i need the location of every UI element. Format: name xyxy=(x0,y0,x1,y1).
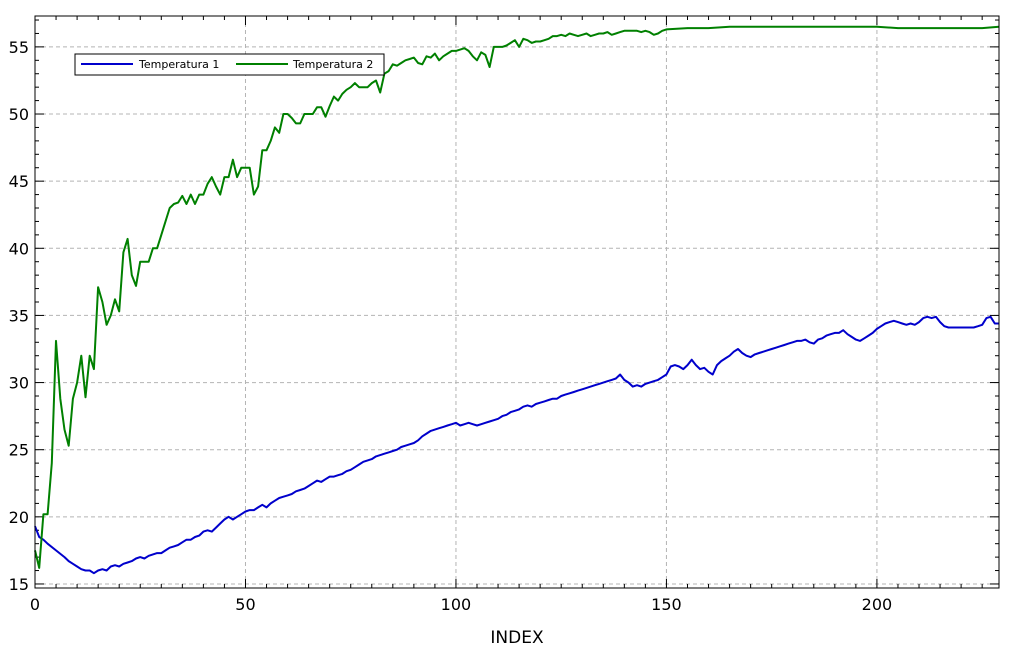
x-tick-label: 0 xyxy=(30,595,40,614)
y-tick-label: 35 xyxy=(9,306,29,325)
grid-lines xyxy=(35,16,999,588)
y-tick-label: 45 xyxy=(9,172,29,191)
y-tick-label: 30 xyxy=(9,374,29,393)
y-tick-label: 25 xyxy=(9,441,29,460)
y-tick-label: 55 xyxy=(9,38,29,57)
y-tick-label: 15 xyxy=(9,575,29,594)
axis-tick-labels: 0 50 100 150 200 15 20 25 30 35 40 45 50 55 xyxy=(9,38,893,614)
x-tick-label: 50 xyxy=(235,595,255,614)
y-tick-label: 50 xyxy=(9,105,29,124)
legend-label-temperatura-2: Temperatura 2 xyxy=(292,58,373,71)
plot-area-frame xyxy=(34,15,1000,589)
axis-ticks xyxy=(34,16,999,588)
series-lines xyxy=(34,25,1000,575)
x-tick-label: 100 xyxy=(441,595,472,614)
y-tick-label: 40 xyxy=(9,239,29,258)
x-tick-label: 200 xyxy=(862,595,893,614)
legend-box xyxy=(74,53,385,76)
x-tick-label: 150 xyxy=(651,595,682,614)
legend: Temperatura 1 Temperatura 2 xyxy=(74,53,385,76)
y-tick-label: 20 xyxy=(9,508,29,527)
x-axis-title: INDEX xyxy=(490,628,544,648)
series-line-temperatura-1 xyxy=(34,315,999,575)
series-line-temperatura-2 xyxy=(34,25,1000,569)
legend-label-temperatura-1: Temperatura 1 xyxy=(138,58,219,71)
